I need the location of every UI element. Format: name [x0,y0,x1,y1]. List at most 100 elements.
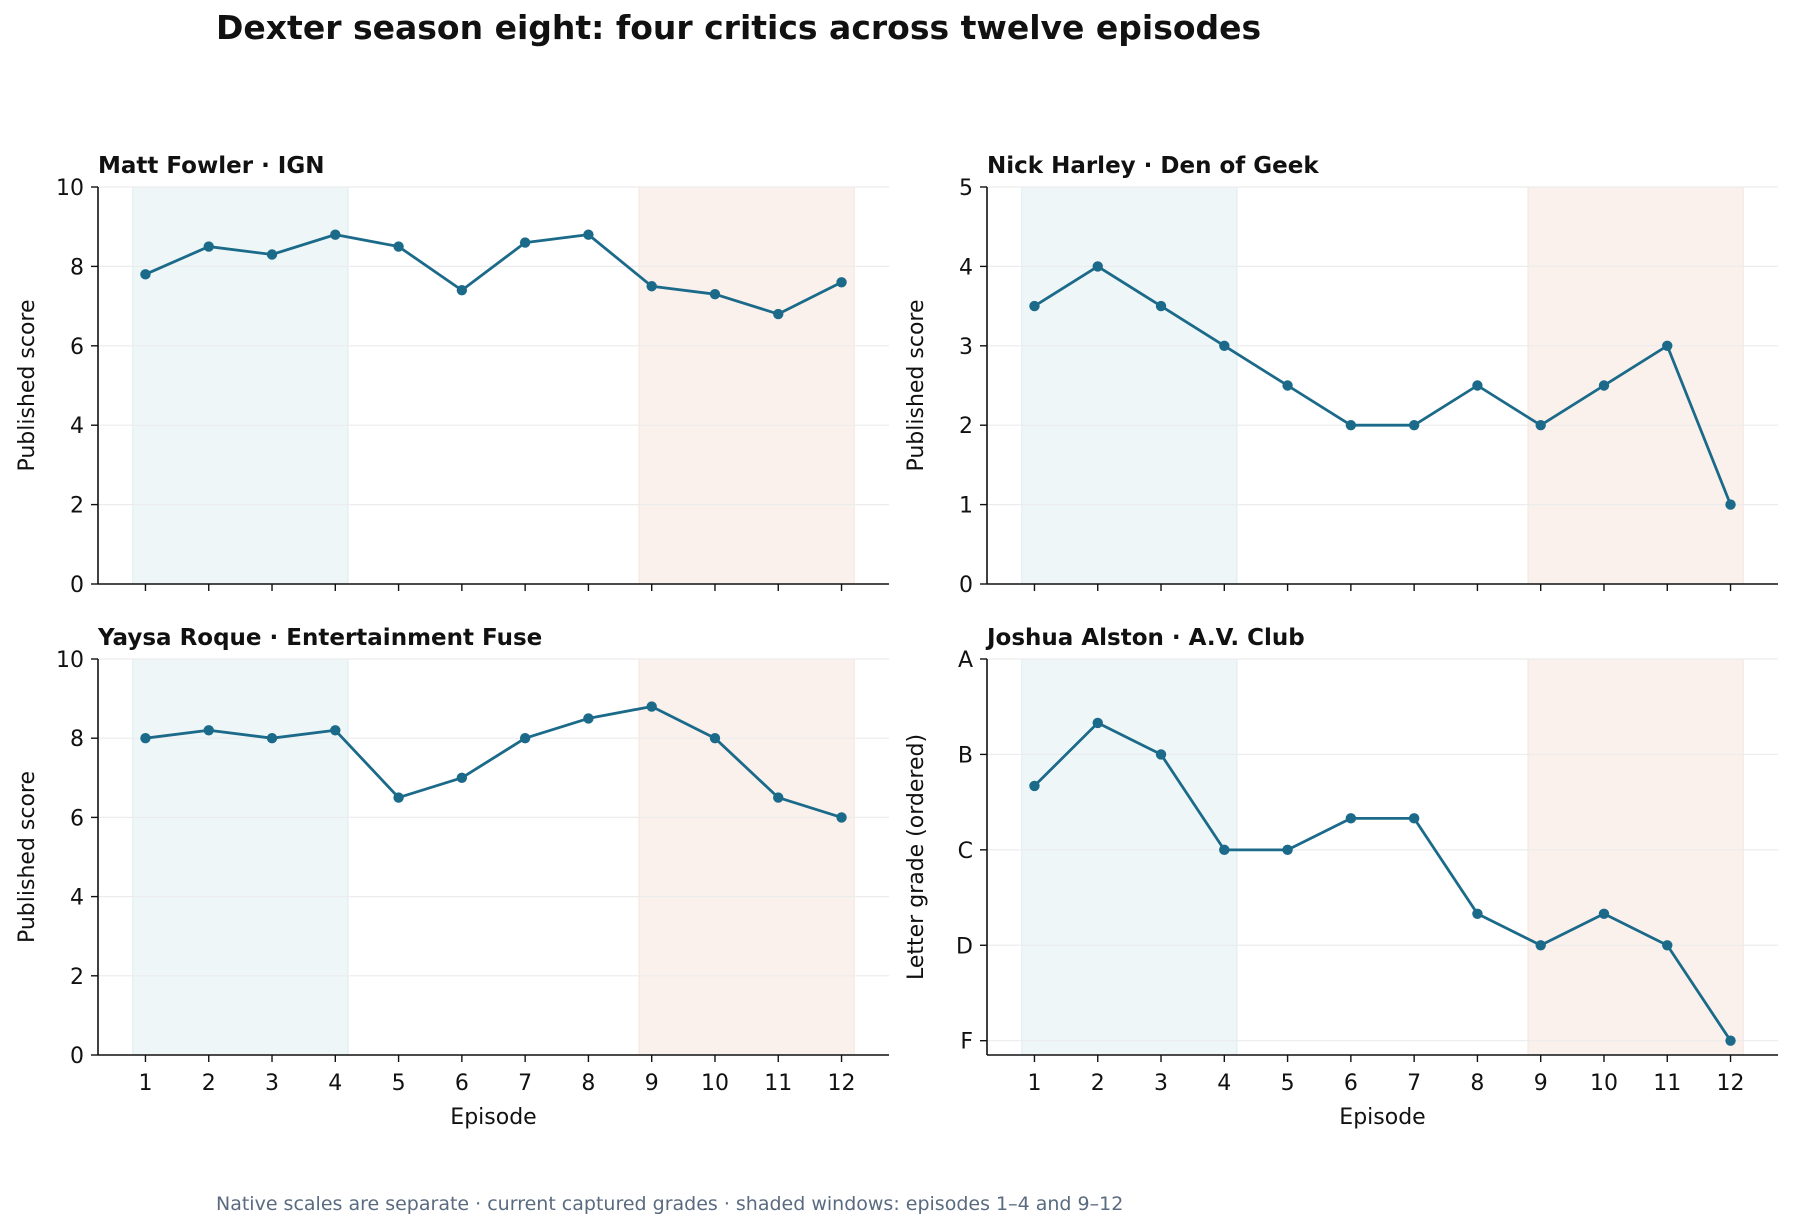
chart-panel-1: 0 2 4 6 8 10 Matt Fowler · IGN Published score [15,153,889,598]
series-line [1033,721,1732,1042]
data-point [456,772,468,783]
y-tick-label: 0 [70,573,84,598]
data-point [773,308,784,320]
x-tick-label: 8 [1470,1071,1484,1096]
x-tick-label: 3 [1154,1071,1168,1096]
x-tick-label: 6 [1344,1071,1358,1096]
data-point [140,269,151,280]
data-point [1408,813,1420,824]
x-tick-label: 1 [138,1071,152,1096]
y-axis-label: Published score [15,299,40,471]
x-tick-label: 2 [202,1071,216,1096]
chart-footnote: Native scales are separate · current cap… [216,1193,1124,1215]
x-axis-label: Episode [1339,1105,1425,1130]
x-tick-label: 11 [764,1071,792,1096]
data-point [203,725,214,736]
x-tick-label: 4 [1217,1071,1231,1096]
data-point [1662,340,1673,351]
y-tick-label: 0 [70,1044,84,1069]
y-tick-label: 5 [959,176,973,201]
data-point [1155,300,1167,312]
y-tick-label: 1 [959,494,973,519]
x-tick-label: 9 [1534,1071,1548,1096]
series-line [1033,264,1732,506]
early-window-shade [132,658,349,1056]
data-point [203,241,214,252]
data-point [330,725,341,736]
x-tick-label: 4 [328,1071,342,1096]
early-window-shade [132,186,349,585]
x-tick-label: 9 [645,1071,659,1096]
data-point [1345,420,1357,431]
late-window-shade [1527,186,1744,585]
data-point [646,701,657,712]
data-point [773,792,784,803]
data-point [266,733,278,744]
panel-title: Matt Fowler · IGN [98,153,325,179]
data-point [1472,908,1483,919]
data-point [1219,340,1230,351]
early-window-shade [1021,658,1238,1056]
data-point [1282,380,1293,391]
data-point [583,229,594,240]
y-tick-label: 0 [959,573,973,598]
y-tick-label: 2 [959,414,973,439]
y-tick-label: 4 [70,414,84,439]
y-tick-label: 6 [70,806,84,831]
data-point [1598,908,1610,919]
y-tick-label: C [958,839,973,864]
data-point [1282,844,1293,856]
data-point [1408,420,1420,431]
data-point [1092,717,1103,729]
late-window-shade [638,186,855,585]
late-window-shade [638,658,855,1056]
chart-panel-2: 0 1 2 3 4 5 Nick Harley · Den of Geek Published… [904,153,1778,598]
x-tick-label: 10 [701,1071,729,1096]
y-tick-label: 3 [959,335,973,360]
y-tick-label: B [958,743,973,768]
y-tick-label: 8 [70,255,84,280]
x-tick-label: 6 [455,1071,469,1096]
panel-title: Joshua Alston · A.V. Club [985,625,1305,651]
y-tick-label: 4 [959,255,973,280]
series-line [144,233,843,316]
data-point [836,812,847,823]
data-point [1535,940,1546,951]
data-point [1155,749,1167,760]
y-axis-label: Published score [904,299,929,471]
data-point [140,733,151,744]
y-tick-label: 4 [70,886,84,911]
data-point [1535,420,1546,431]
data-point [1725,1035,1736,1046]
panel-title: Nick Harley · Den of Geek [987,153,1319,179]
late-window-shade [1527,658,1744,1056]
y-tick-label: A [958,648,973,673]
x-tick-label: 2 [1091,1071,1105,1096]
data-point [266,249,278,260]
x-tick-label: 3 [265,1071,279,1096]
data-point [393,241,404,252]
y-tick-label: 8 [70,727,84,752]
x-axis-label: Episode [450,1105,536,1130]
y-tick-label: 10 [56,648,84,673]
data-point [1092,261,1103,272]
series-line [145,705,842,819]
y-tick-label: 2 [70,494,84,519]
data-point [646,281,657,292]
data-point [583,713,594,724]
y-axis-label: Published score [15,771,40,943]
x-tick-label: 8 [581,1071,595,1096]
x-tick-label: 5 [392,1071,406,1096]
data-point [836,277,847,288]
data-point [456,285,468,296]
x-tick-label: 5 [1281,1071,1295,1096]
x-tick-label: 10 [1590,1071,1618,1096]
x-tick-label: 12 [828,1071,856,1096]
x-tick-label: 12 [1717,1071,1745,1096]
data-point [1662,940,1673,951]
data-point [519,237,531,248]
panel-title: Yaysa Roque · Entertainment Fuse [97,625,542,651]
x-tick-label: 11 [1653,1071,1681,1096]
